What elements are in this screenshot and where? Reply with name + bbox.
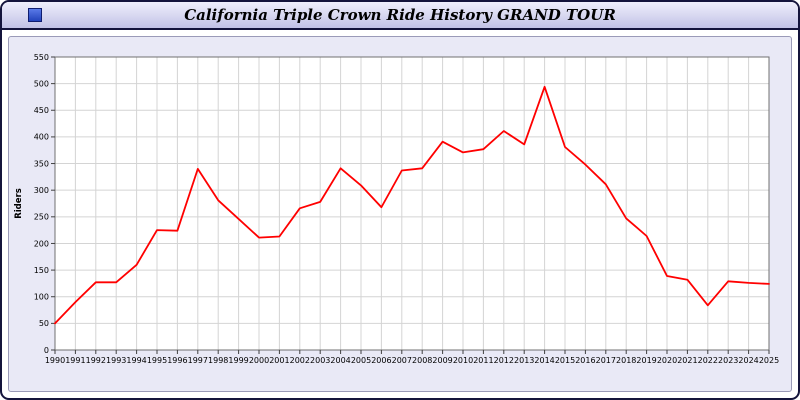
- window-icon: [28, 8, 42, 22]
- y-tick-label: 0: [44, 346, 49, 355]
- y-tick-label: 50: [39, 319, 49, 328]
- x-tick-label: 2011: [473, 356, 493, 365]
- x-tick-label: 2004: [330, 356, 350, 365]
- x-tick-label: 1996: [167, 356, 187, 365]
- x-tick-label: 2006: [371, 356, 391, 365]
- x-tick-label: 1994: [126, 356, 146, 365]
- x-tick-label: 2008: [412, 356, 432, 365]
- plot-area: [55, 57, 769, 350]
- x-tick-label: 1999: [228, 356, 248, 365]
- x-tick-label: 2022: [698, 356, 718, 365]
- x-tick-label: 2020: [657, 356, 677, 365]
- riders-line: [54, 85, 770, 325]
- x-tick-label: 2005: [351, 356, 371, 365]
- x-tick-label: 1997: [188, 356, 208, 365]
- x-tick-label: 2018: [616, 356, 636, 365]
- chart-title: California Triple Crown Ride History GRA…: [184, 6, 616, 24]
- y-tick-label: 350: [34, 159, 49, 168]
- y-tick-label: 100: [34, 293, 49, 302]
- chart-panel: 0 50 100 150 200 250 300 350 400 450 500 550 1990 199…: [8, 36, 792, 392]
- x-tick-label: 1992: [86, 356, 106, 365]
- x-tick-label: 2016: [575, 356, 595, 365]
- x-tick-label: 2017: [596, 356, 616, 365]
- y-tick-label: 450: [34, 106, 49, 115]
- x-tick-label: 2024: [738, 356, 758, 365]
- y-tick-label: 200: [34, 239, 49, 248]
- x-tick-label: 2000: [249, 356, 269, 365]
- x-tick-label: 2002: [290, 356, 310, 365]
- y-tick-label: 300: [34, 186, 49, 195]
- x-tick-label: 2003: [310, 356, 330, 365]
- y-tick-label: 250: [34, 213, 49, 222]
- x-tick-label: 2009: [432, 356, 452, 365]
- plot-border: [54, 56, 770, 351]
- x-tick-label: 1995: [147, 356, 167, 365]
- x-tick-label: 2015: [555, 356, 575, 365]
- y-tick-label: 500: [34, 79, 49, 88]
- x-tick-label: 2012: [494, 356, 514, 365]
- x-tick-label: 2025: [759, 356, 779, 365]
- title-bar: California Triple Crown Ride History GRA…: [2, 2, 798, 30]
- x-tick-label: 2021: [677, 356, 697, 365]
- x-tick-label: 2023: [718, 356, 738, 365]
- x-tick-label: 1990: [45, 356, 65, 365]
- y-tick-label: 150: [34, 266, 49, 275]
- x-tick-label: 2019: [636, 356, 656, 365]
- x-tick-label: 1998: [208, 356, 228, 365]
- x-tick-label: 2001: [269, 356, 289, 365]
- y-axis-title: Riders: [14, 188, 24, 219]
- x-tick-label: 1991: [65, 356, 85, 365]
- y-tick-label: 400: [34, 133, 49, 142]
- x-tick-label: 2010: [453, 356, 473, 365]
- x-tick-label: 2007: [392, 356, 412, 365]
- x-tick-label: 2014: [534, 356, 554, 365]
- x-tick-label: 2013: [514, 356, 534, 365]
- x-tick-label: 1993: [106, 356, 126, 365]
- y-tick-label: 550: [34, 53, 49, 62]
